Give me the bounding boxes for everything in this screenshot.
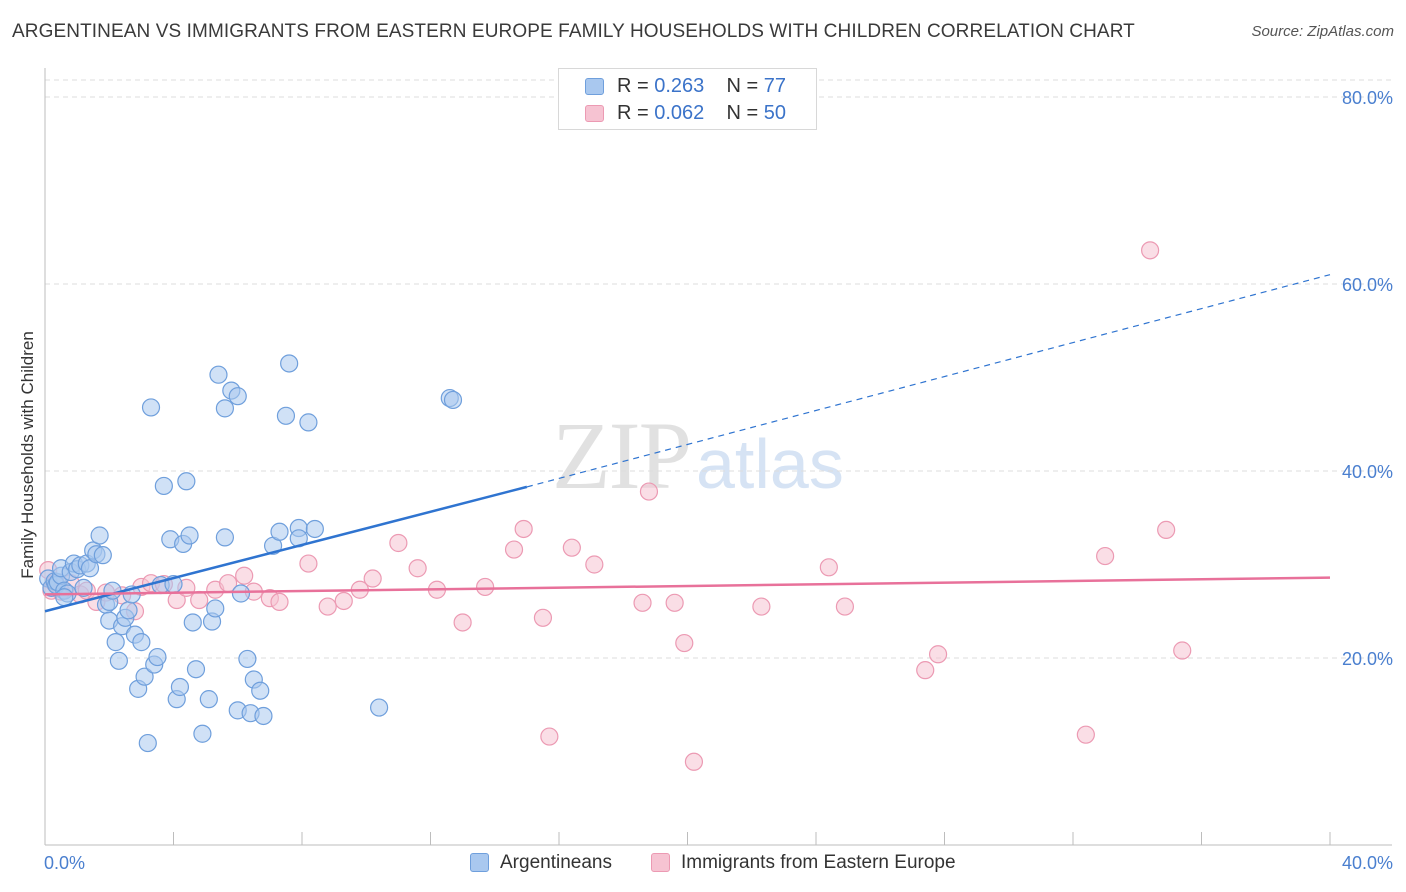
argentinean-point (148, 647, 167, 667)
argentinean-point (443, 390, 463, 410)
argentinean-point (254, 706, 273, 726)
legend-series-name: Argentineans (500, 852, 612, 873)
watermark-atlas: atlas (696, 425, 844, 503)
legend-n-label: N = (726, 75, 764, 97)
eastern-europe-point (835, 597, 855, 616)
legend-swatch-pink (651, 853, 670, 872)
y-tick-label: 40.0% (1342, 462, 1393, 482)
eastern-europe-point (190, 590, 209, 610)
argentinean-point (215, 528, 234, 547)
eastern-europe-point (1173, 641, 1192, 660)
watermark: ZIPatlas (552, 400, 844, 511)
eastern-europe-point (819, 558, 838, 577)
eastern-europe-point (318, 597, 337, 616)
eastern-europe-point (533, 608, 553, 627)
legend-n-label: N = (726, 102, 764, 124)
argentinean-point (209, 365, 228, 384)
eastern-europe-point (1096, 546, 1115, 566)
eastern-europe-point (916, 661, 935, 680)
argentinean-trend-extension (526, 274, 1331, 488)
argentinean-point (370, 698, 389, 717)
argentinean-point (251, 681, 270, 700)
argentinean-point (299, 413, 318, 432)
eastern-europe-point (476, 577, 495, 597)
eastern-europe-point (540, 727, 559, 746)
argentinean-point (132, 633, 151, 652)
eastern-europe-point (363, 569, 382, 588)
argentinean-point (215, 399, 234, 418)
eastern-europe-point (752, 597, 771, 616)
eastern-europe-point (639, 482, 659, 501)
y-tick-label: 20.0% (1342, 649, 1393, 669)
argentinean-point (74, 578, 93, 597)
eastern-europe-point (389, 533, 408, 553)
eastern-europe-point (665, 593, 684, 612)
argentinean-point (180, 526, 199, 545)
argentinean-point (193, 724, 212, 743)
stats-legend: R = 0.263 N = 77 R = 0.062 N = 50 (558, 68, 817, 130)
eastern-europe-point (585, 555, 604, 574)
argentinean-point (177, 472, 196, 491)
argentinean-point (228, 387, 247, 406)
argentinean-point (276, 406, 296, 425)
eastern-europe-point (1140, 241, 1160, 260)
legend-r-value: 0.062 (654, 102, 705, 124)
argentinean-point (238, 649, 257, 669)
argentinean-point (170, 677, 190, 697)
y-tick-label: 60.0% (1342, 275, 1393, 295)
eastern-europe-trend-line (44, 576, 1331, 596)
argentinean-point (106, 633, 125, 652)
argentinean-point (206, 599, 225, 618)
argentinean-point (280, 354, 299, 373)
argentinean-point (186, 660, 206, 679)
eastern-europe-point (514, 519, 533, 539)
legend-swatch-pink (585, 105, 604, 122)
eastern-europe-point (1157, 520, 1176, 540)
argentinean-point (90, 526, 109, 545)
argentinean-trend-line (44, 485, 528, 613)
argentinean-point (135, 667, 154, 686)
legend-swatch-blue (470, 853, 489, 872)
argentinean-point (199, 690, 218, 709)
x-tick-label: 0.0% (44, 853, 85, 873)
legend-r-label: R = (617, 102, 655, 124)
eastern-europe-point (684, 752, 704, 771)
eastern-europe-point (504, 540, 524, 559)
source-label: Source: ZipAtlas.com (1251, 23, 1394, 40)
legend-r-label: R = (617, 75, 655, 97)
eastern-europe-point (270, 592, 289, 612)
x-tick-label: 40.0% (1342, 853, 1393, 873)
argentinean-point (154, 476, 173, 496)
eastern-europe-point (675, 633, 694, 653)
argentinean-point (183, 613, 202, 632)
chart-title: ARGENTINEAN VS IMMIGRANTS FROM EASTERN E… (12, 21, 1135, 42)
eastern-europe-point (1076, 725, 1095, 744)
eastern-europe-point (235, 566, 254, 585)
eastern-europe-point (562, 538, 581, 557)
eastern-europe-point (928, 645, 948, 664)
legend-swatch-blue (585, 78, 604, 95)
argentinean-point (109, 651, 128, 670)
argentinean-point (270, 522, 289, 541)
argentinean-point (138, 733, 157, 753)
eastern-europe-point (633, 593, 652, 612)
legend-n-value: 77 (763, 75, 787, 97)
eastern-europe-point (299, 554, 318, 573)
argentinean-point (305, 519, 324, 539)
argentinean-point (119, 601, 138, 620)
legend-r-value: 0.263 (654, 75, 705, 97)
watermark-zip: ZIP (552, 402, 692, 509)
argentinean-point (231, 584, 251, 603)
eastern-europe-point (453, 613, 472, 632)
eastern-europe-point (334, 591, 353, 611)
argentinean-point (55, 588, 74, 607)
eastern-europe-point (408, 559, 427, 578)
y-tick-label: 80.0% (1342, 88, 1393, 108)
legend-n-value: 50 (763, 102, 787, 124)
argentinean-point (93, 546, 112, 565)
legend-series-name: Immigrants from Eastern Europe (681, 852, 956, 873)
argentinean-point (141, 398, 161, 417)
